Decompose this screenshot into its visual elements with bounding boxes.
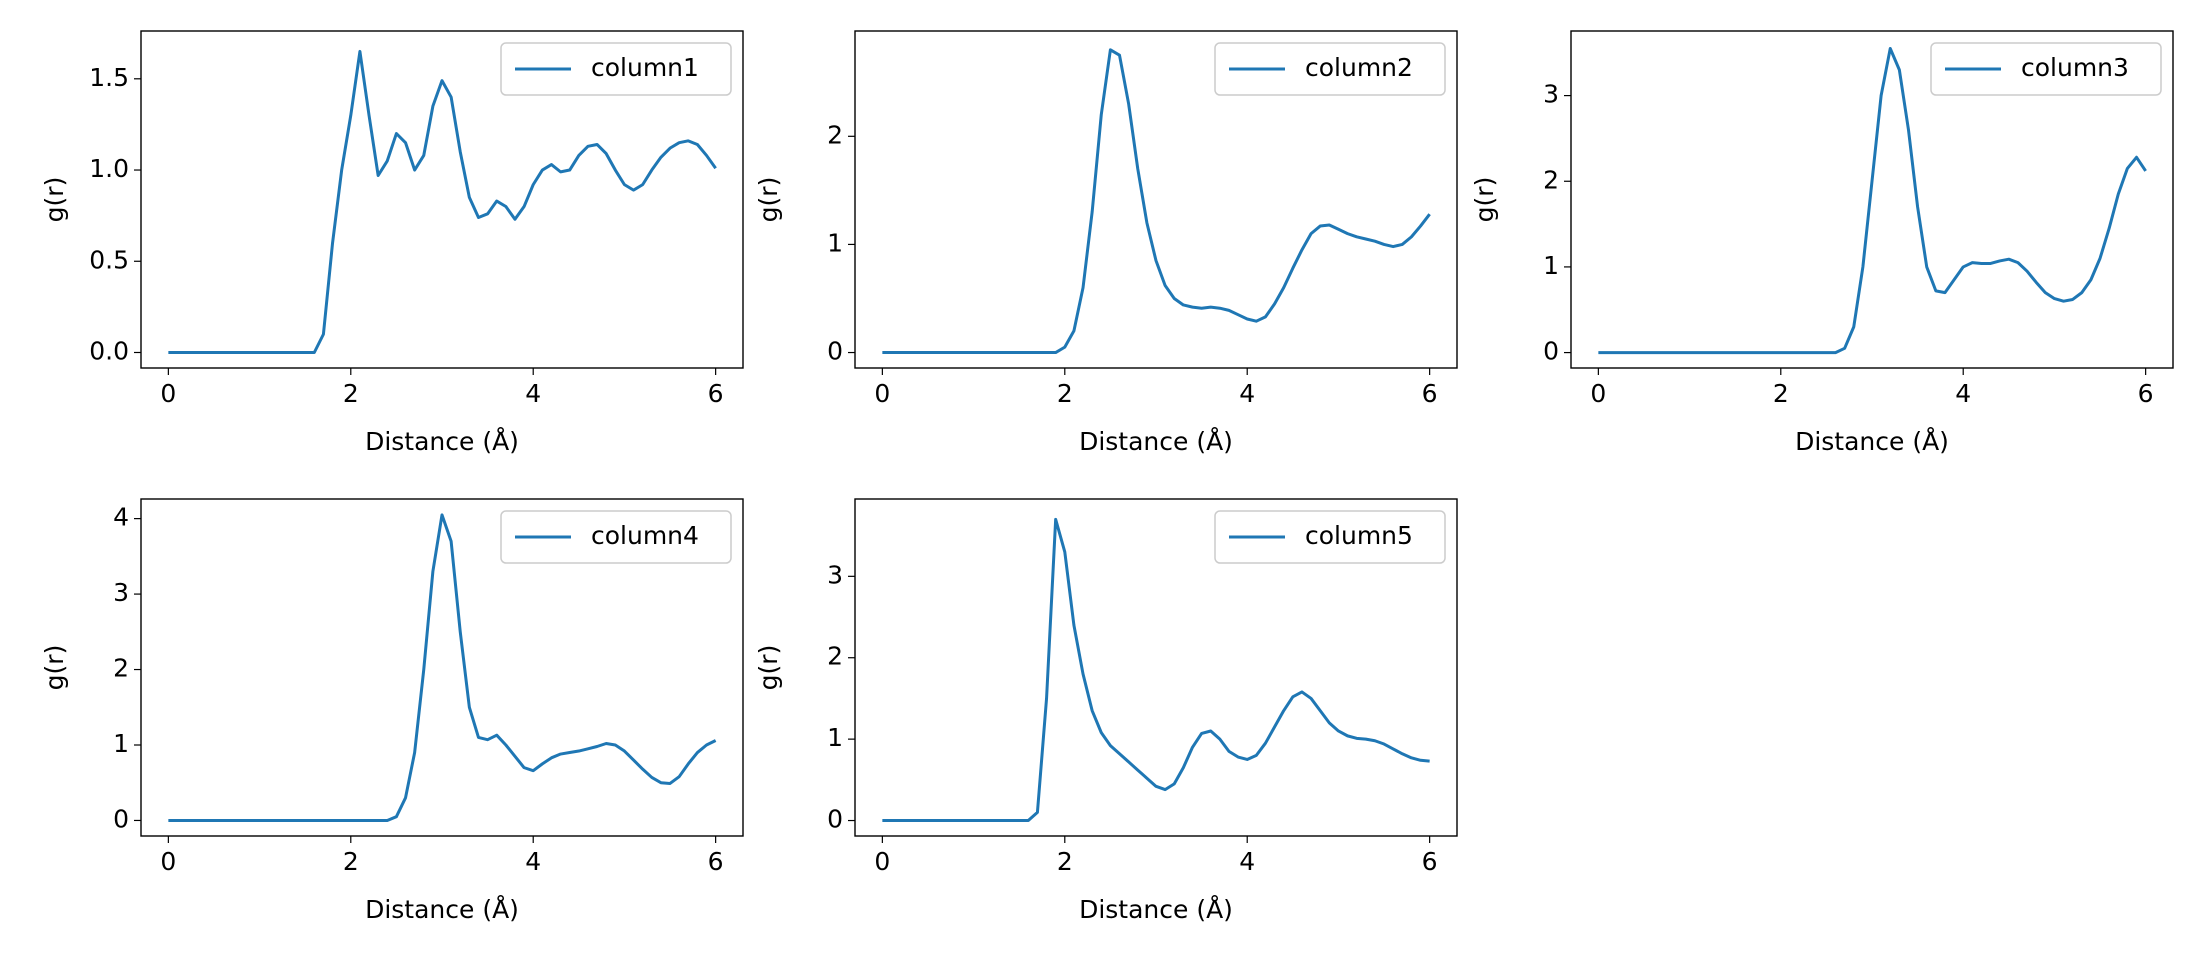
y-tick-label: 1.0: [89, 154, 129, 183]
legend-box: [1214, 510, 1446, 564]
y-tick-label: 0.0: [89, 336, 129, 365]
data-line: [882, 48, 1431, 355]
y-axis-label: g(r): [1470, 177, 1499, 223]
x-tick-label: 4: [1239, 379, 1255, 408]
x-tick-label: 6: [708, 847, 724, 876]
y-axis-label: g(r): [754, 177, 783, 223]
x-tick-label: 4: [525, 847, 541, 876]
x-tick-label: 2: [1057, 379, 1073, 408]
x-axis-label: Distance (Å): [1079, 895, 1233, 924]
y-tick-label: 0.5: [89, 245, 129, 274]
x-tick-label: 6: [1422, 847, 1438, 876]
y-axis-label: g(r): [40, 177, 69, 223]
axes-frame: [140, 30, 744, 369]
y-axis-label: g(r): [40, 645, 69, 691]
y-tick-label: 1: [1543, 251, 1559, 280]
y-tick-label: 1: [113, 729, 129, 758]
legend-box: [1930, 42, 2162, 96]
x-tick-label: 4: [525, 379, 541, 408]
x-axis-label: Distance (Å): [365, 427, 519, 456]
y-tick-label: 1: [827, 723, 843, 752]
y-axis-label: g(r): [754, 645, 783, 691]
x-tick-label: 0: [874, 847, 890, 876]
x-axis-label: Distance (Å): [365, 895, 519, 924]
data-line: [882, 517, 1430, 823]
x-tick-label: 6: [708, 379, 724, 408]
legend-label: column5: [1305, 521, 1413, 550]
y-tick-label: 3: [827, 560, 843, 589]
axes-frame: [854, 30, 1458, 369]
y-tick-label: 2: [827, 120, 843, 149]
x-tick-label: 2: [343, 379, 359, 408]
x-tick-label: 2: [1773, 379, 1789, 408]
x-tick-label: 6: [1422, 379, 1438, 408]
x-tick-label: 0: [1590, 379, 1606, 408]
y-tick-label: 0: [113, 804, 129, 833]
legend-label: column4: [591, 521, 699, 550]
y-tick-label: 3: [113, 578, 129, 607]
data-line: [168, 49, 717, 354]
y-tick-label: 0: [827, 337, 843, 366]
x-tick-label: 4: [1239, 847, 1255, 876]
axes-frame: [140, 498, 744, 837]
legend-box: [1214, 42, 1446, 96]
data-line: [168, 513, 717, 822]
x-tick-label: 0: [160, 847, 176, 876]
legend-label: column3: [2021, 53, 2129, 82]
y-tick-label: 0: [1543, 337, 1559, 366]
y-tick-label: 2: [827, 642, 843, 671]
x-tick-label: 0: [874, 379, 890, 408]
y-tick-label: 4: [113, 503, 129, 532]
x-axis-label: Distance (Å): [1079, 427, 1233, 456]
x-tick-label: 2: [343, 847, 359, 876]
y-tick-label: 1.5: [89, 63, 129, 92]
x-tick-label: 4: [1955, 379, 1971, 408]
y-tick-label: 1: [827, 228, 843, 257]
data-line: [1598, 46, 2147, 355]
x-axis-label: Distance (Å): [1795, 427, 1949, 456]
axes-frame: [1570, 30, 2174, 369]
y-tick-label: 3: [1543, 80, 1559, 109]
legend-box: [500, 510, 732, 564]
x-tick-label: 6: [2138, 379, 2154, 408]
legend-box: [500, 42, 732, 96]
legend-label: column2: [1305, 53, 1413, 82]
y-tick-label: 0: [827, 805, 843, 834]
legend-label: column1: [591, 53, 699, 82]
x-tick-label: 2: [1057, 847, 1073, 876]
axes-frame: [854, 498, 1458, 837]
x-tick-label: 0: [160, 379, 176, 408]
y-tick-label: 2: [1543, 165, 1559, 194]
y-tick-label: 2: [113, 654, 129, 683]
